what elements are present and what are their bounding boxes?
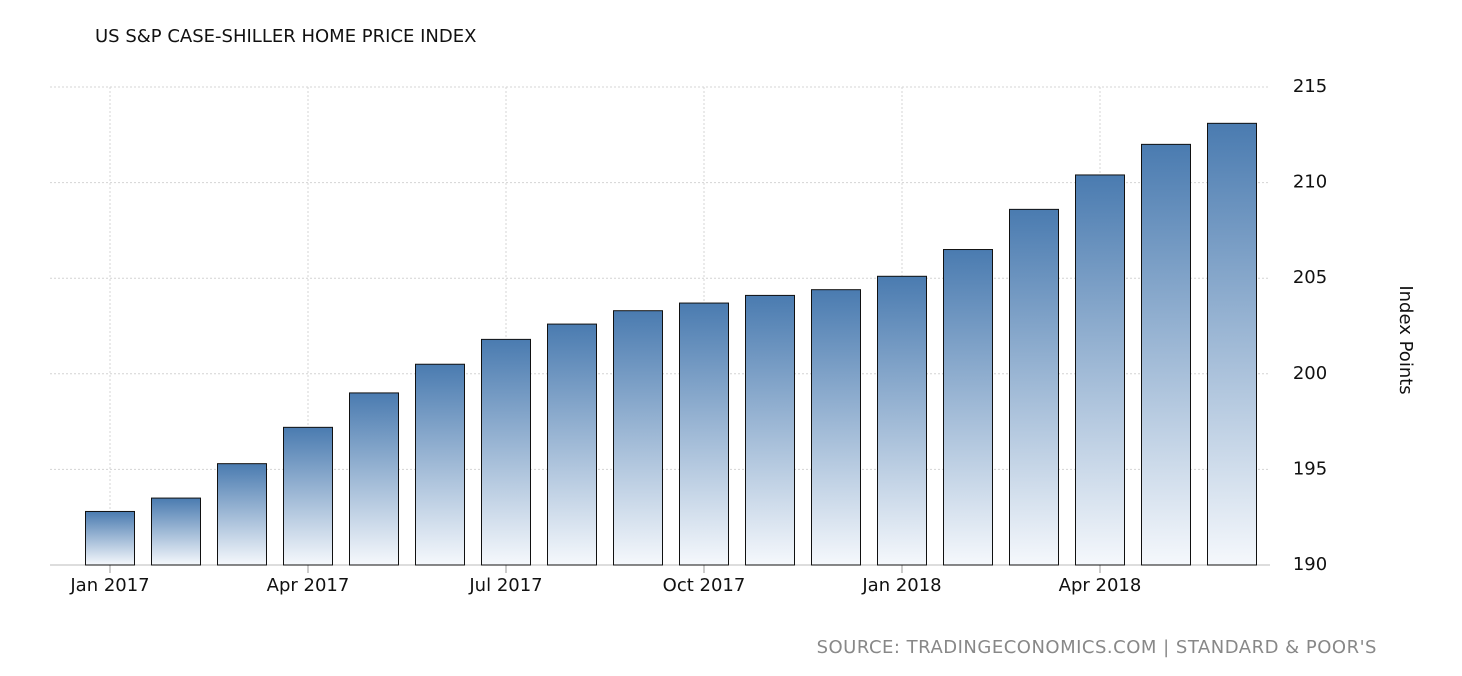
bar	[811, 289, 861, 566]
bar	[151, 497, 201, 566]
y-tick-label: 200	[1293, 363, 1327, 384]
bar	[1075, 174, 1125, 566]
bar	[1141, 143, 1191, 566]
bar	[745, 294, 795, 566]
bar	[481, 338, 531, 566]
bar	[547, 323, 597, 566]
x-tick-label: Apr 2018	[1059, 575, 1142, 596]
x-tick-label: Oct 2017	[663, 575, 746, 596]
bar	[1009, 208, 1059, 566]
y-tick-label: 215	[1293, 76, 1327, 97]
bar	[613, 310, 663, 566]
x-tick-label: Apr 2017	[267, 575, 350, 596]
bar	[85, 510, 135, 566]
x-tick-label: Jul 2017	[468, 575, 542, 596]
bar	[679, 302, 729, 566]
bar	[877, 275, 927, 566]
bar	[217, 463, 267, 566]
y-tick-label: 205	[1293, 267, 1327, 288]
bar	[415, 363, 465, 566]
y-tick-label: 195	[1293, 458, 1327, 479]
source: SOURCE: TRADINGECONOMICS.COM | STANDARD …	[817, 637, 1377, 658]
chart-title: US S&P CASE-SHILLER HOME PRICE INDEX	[95, 26, 476, 47]
bar	[349, 392, 399, 566]
y-tick-label: 210	[1293, 172, 1327, 193]
y-axis-title: Index Points	[1395, 285, 1416, 394]
x-tick-label: Jan 2018	[861, 575, 941, 596]
bar	[1207, 122, 1257, 566]
bar	[943, 249, 993, 566]
y-tick-label: 190	[1293, 554, 1327, 575]
bar	[283, 426, 333, 566]
x-tick-label: Jan 2017	[69, 575, 149, 596]
